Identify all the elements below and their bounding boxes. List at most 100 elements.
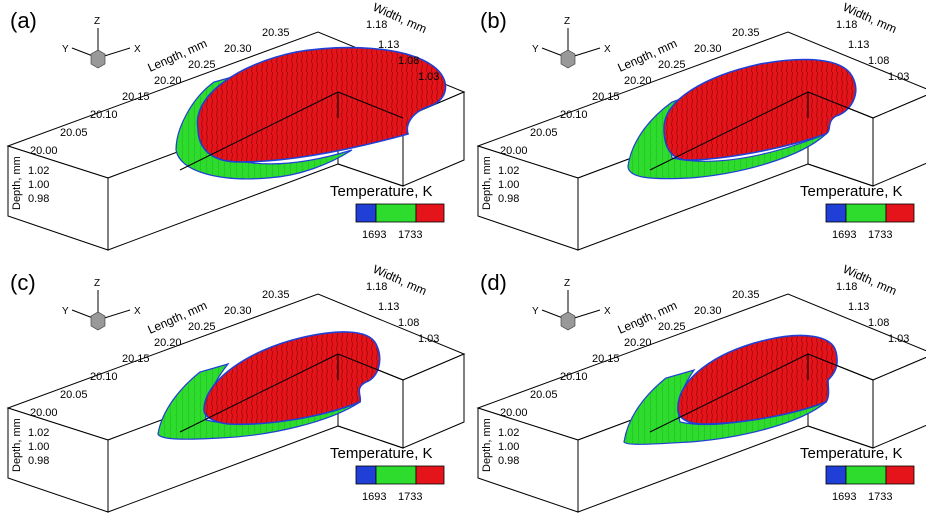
legend-swatch <box>845 203 887 223</box>
x-tick-label: 20.20 <box>624 337 652 349</box>
panel-label: (a) <box>10 8 37 33</box>
triad-x-label: X <box>604 306 611 317</box>
y-tick-label: 1.18 <box>836 281 857 293</box>
x-tick-label: 20.25 <box>658 59 686 71</box>
x-tick-label: 20.25 <box>188 321 216 333</box>
x-tick-label: 20.25 <box>658 321 686 333</box>
z-tick-label: 1.00 <box>498 179 519 191</box>
z-tick-label: 1.02 <box>498 427 519 439</box>
triad-y-label: Y <box>62 44 69 55</box>
block-edge <box>807 163 874 187</box>
legend-title: Temperature, K <box>800 445 903 462</box>
y-tick-label: 1.18 <box>366 19 387 31</box>
triad-y-label: Y <box>62 306 69 317</box>
triad-cube <box>90 49 106 69</box>
legend: Temperature, K 1693 1733 <box>330 445 445 503</box>
legend-swatch <box>375 203 417 223</box>
triad-x-label: X <box>604 44 611 55</box>
x-tick-label: 20.05 <box>530 389 558 401</box>
triad-z-label: Z <box>564 278 570 289</box>
z-tick-label: 1.00 <box>28 179 49 191</box>
x-tick-label: 20.20 <box>624 75 652 87</box>
block-edge <box>337 163 404 187</box>
x-tick-label: 20.35 <box>262 27 290 39</box>
axis-triad: Z Y X <box>532 278 611 331</box>
block-right-face <box>402 353 465 449</box>
legend-label-max: 1733 <box>868 229 892 241</box>
panel-label: (d) <box>480 270 507 295</box>
x-tick-label: 20.15 <box>592 353 620 365</box>
legend-swatch <box>885 203 915 223</box>
x-tick-label: 20.05 <box>60 127 88 139</box>
z-axis-label: Depth, mm <box>11 418 23 472</box>
legend-label-min: 1693 <box>832 491 856 503</box>
triad-z-label: Z <box>94 16 100 27</box>
legend-title: Temperature, K <box>800 183 903 200</box>
step-edge-top <box>337 91 404 119</box>
z-axis-label: Depth, mm <box>481 418 493 472</box>
x-tick-label: 20.10 <box>560 371 588 383</box>
legend-swatch <box>355 465 377 485</box>
legend-label-max: 1733 <box>398 229 422 241</box>
block-right-face <box>872 356 926 449</box>
x-tick-label: 20.30 <box>224 305 252 317</box>
block-right-face <box>402 91 465 187</box>
triad-cube <box>560 49 576 69</box>
y-tick-label: 1.13 <box>378 301 399 313</box>
y-tick-label: 1.03 <box>418 333 439 345</box>
legend-label-max: 1733 <box>868 491 892 503</box>
y-tick-label: 1.03 <box>888 333 909 345</box>
centerline <box>649 91 809 171</box>
step-edge-top <box>807 91 874 119</box>
y-tick-label: 1.03 <box>888 71 909 83</box>
triad-z-label: Z <box>94 278 100 289</box>
legend-label-min: 1693 <box>362 491 386 503</box>
x-tick-label: 20.30 <box>694 305 722 317</box>
legend: Temperature, K 1693 1733 <box>800 183 915 241</box>
x-tick-label: 20.00 <box>500 407 528 419</box>
legend-swatch <box>845 465 887 485</box>
y-tick-label: 1.13 <box>848 301 869 313</box>
legend-swatch <box>415 203 445 223</box>
x-tick-label: 20.35 <box>732 27 760 39</box>
z-tick-label: 0.98 <box>498 455 519 467</box>
melt-pool-red-region <box>663 58 857 161</box>
z-tick-label: 1.00 <box>28 441 49 453</box>
x-tick-label: 20.05 <box>530 127 558 139</box>
z-tick-label: 0.98 <box>28 455 49 467</box>
step-edge-top <box>807 353 874 381</box>
legend-swatch <box>375 465 417 485</box>
y-tick-label: 1.08 <box>398 55 419 67</box>
x-tick-label: 20.20 <box>154 337 182 349</box>
panel-label: (b) <box>480 8 507 33</box>
x-tick-label: 20.15 <box>592 91 620 103</box>
centerline <box>179 91 339 171</box>
melt-pool <box>175 46 447 180</box>
x-tick-label: 20.25 <box>188 59 216 71</box>
triad-x-label: X <box>134 306 141 317</box>
x-tick-label: 20.00 <box>30 145 58 157</box>
x-tick-label: 20.10 <box>90 371 118 383</box>
block-edge <box>337 425 404 449</box>
x-tick-label: 20.15 <box>122 91 150 103</box>
x-tick-label: 20.15 <box>122 353 150 365</box>
legend-swatch <box>885 465 915 485</box>
legend: Temperature, K 1693 1733 <box>800 445 915 503</box>
z-tick-label: 1.02 <box>498 165 519 177</box>
legend-swatch <box>825 203 847 223</box>
y-tick-label: 1.08 <box>398 317 419 329</box>
melt-pool <box>623 334 838 445</box>
triad-y-label: Y <box>532 306 539 317</box>
x-tick-label: 20.10 <box>90 109 118 121</box>
centerline <box>649 353 809 433</box>
x-tick-label: 20.35 <box>732 289 760 301</box>
x-tick-label: 20.20 <box>154 75 182 87</box>
axis-triad: Z Y X <box>62 16 141 69</box>
melt-pool-red-region <box>677 334 838 425</box>
z-tick-label: 0.98 <box>28 193 49 205</box>
triad-cube <box>90 311 106 331</box>
triad-x-label: X <box>134 44 141 55</box>
